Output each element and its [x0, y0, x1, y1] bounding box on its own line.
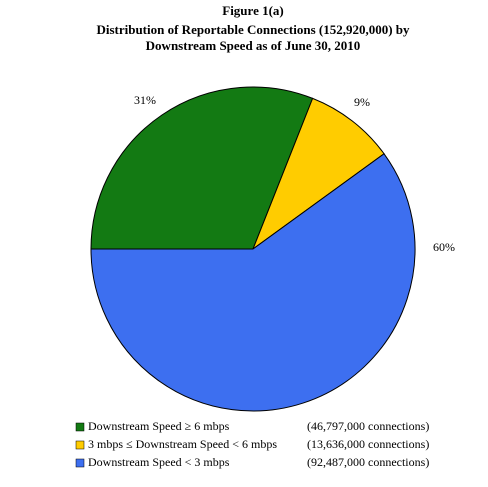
pie-slice	[251, 97, 385, 251]
legend-detail: (46,797,000 connections)	[307, 419, 429, 433]
legend-swatch	[75, 458, 85, 468]
data-label: 60%	[433, 240, 455, 254]
legend-swatch	[75, 422, 85, 432]
legend-swatch	[75, 440, 85, 450]
chart-subtitle: Distribution of Reportable Connections (…	[96, 22, 410, 37]
legend-label: 3 mbps ≤ Downstream Speed < 6 mbps	[88, 437, 277, 451]
pie-slice	[90, 153, 416, 412]
data-label: 9%	[354, 95, 370, 109]
legend-label: Downstream Speed < 3 mbps	[88, 455, 230, 469]
chart-subtitle: Downstream Speed as of June 30, 2010	[146, 38, 361, 53]
legend-detail: (13,636,000 connections)	[307, 437, 429, 451]
legend-label: Downstream Speed ≥ 6 mbps	[88, 419, 230, 433]
legend-detail: (92,487,000 connections)	[307, 455, 429, 469]
data-label: 31%	[134, 93, 156, 107]
pie-slice	[90, 86, 314, 250]
chart-title: Figure 1(a)	[222, 3, 284, 18]
